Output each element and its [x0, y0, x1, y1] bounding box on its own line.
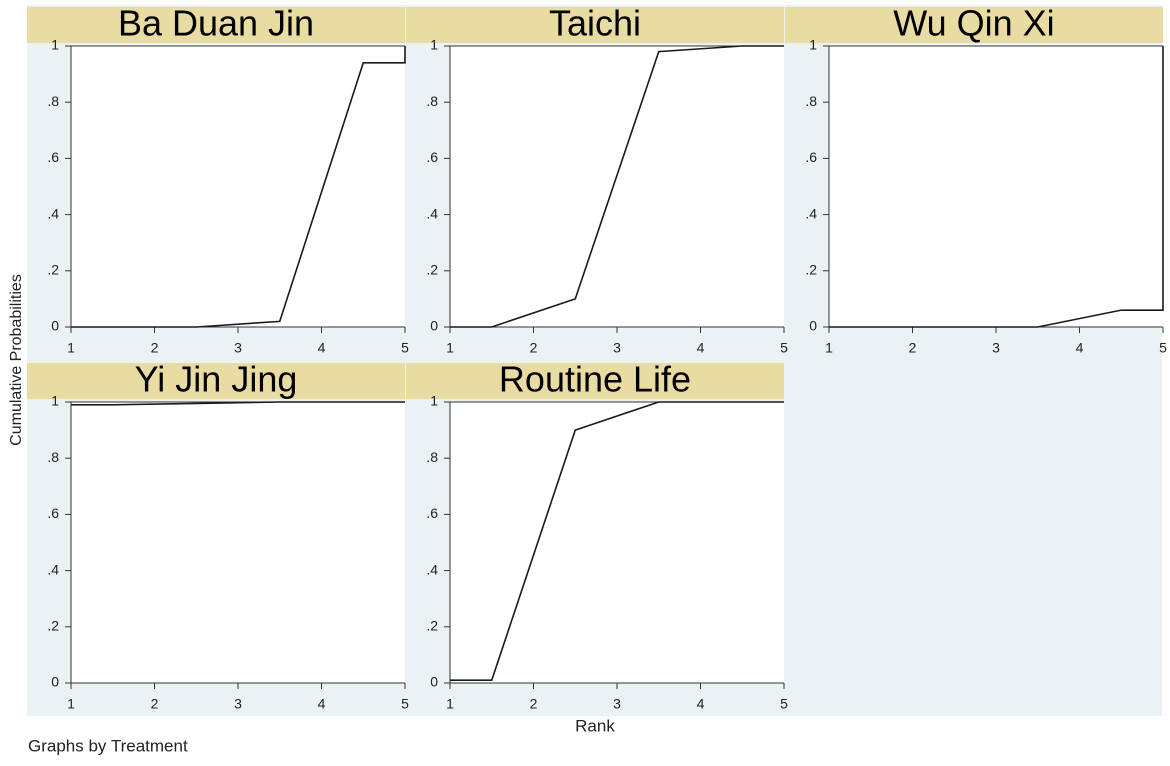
plot-area — [450, 46, 784, 327]
x-tick-label: 2 — [151, 340, 159, 356]
y-axis-label: Cumulative Probabilities — [8, 274, 25, 446]
y-tick-label: 0 — [809, 318, 817, 334]
plot-area — [829, 46, 1163, 327]
y-tick-label: .2 — [47, 262, 59, 278]
x-tick-label: 3 — [234, 340, 242, 356]
y-tick-label: .8 — [805, 93, 817, 109]
x-tick-label: 4 — [1076, 340, 1084, 356]
line — [71, 401, 405, 406]
x-tick-label: 2 — [909, 340, 917, 356]
x-tick-label: 2 — [530, 340, 538, 356]
y-tick-label: .8 — [47, 93, 59, 109]
y-tick-label: .6 — [426, 505, 438, 521]
plot-area — [71, 46, 405, 327]
y-tick-label: 0 — [430, 674, 438, 690]
panel-title: Yi Jin Jing — [135, 359, 298, 400]
y-tick-label: .4 — [426, 561, 438, 577]
x-tick-label: 3 — [613, 340, 621, 356]
x-tick-label: 5 — [780, 340, 788, 356]
plot-area — [450, 402, 784, 683]
x-tick-label: 3 — [992, 340, 1000, 356]
x-tick-label: 1 — [446, 696, 454, 712]
y-tick-label: 1 — [430, 393, 438, 409]
y-tick-label: .4 — [47, 561, 59, 577]
x-tick-label: 4 — [318, 696, 326, 712]
x-tick-label: 2 — [151, 696, 159, 712]
note: Graphs by Treatment — [28, 736, 188, 755]
y-tick-label: .6 — [47, 505, 59, 521]
x-tick-label: 3 — [613, 696, 621, 712]
x-tick-label: 1 — [67, 340, 75, 356]
x-tick-label: 2 — [530, 696, 538, 712]
y-tick-label: 0 — [51, 318, 59, 334]
y-tick-label: 1 — [51, 393, 59, 409]
y-tick-label: 1 — [430, 37, 438, 53]
x-tick-label: 3 — [234, 696, 242, 712]
panel-title: Ba Duan Jin — [118, 3, 314, 44]
panel-title: Wu Qin Xi — [893, 3, 1054, 44]
y-tick-label: .2 — [47, 618, 59, 634]
title-strip — [27, 363, 405, 399]
y-tick-label: 1 — [809, 37, 817, 53]
title-strip — [785, 7, 1163, 43]
y-tick-label: .4 — [47, 205, 59, 221]
y-tick-label: .8 — [426, 93, 438, 109]
x-tick-label: 4 — [697, 340, 705, 356]
y-tick-label: .2 — [426, 262, 438, 278]
title-strip — [27, 7, 405, 43]
x-tick-label: 5 — [780, 696, 788, 712]
y-tick-label: .8 — [47, 449, 59, 465]
line — [829, 46, 1164, 328]
plot-area — [71, 402, 405, 683]
x-tick-label: 5 — [401, 340, 409, 356]
x-tick-label: 1 — [446, 340, 454, 356]
title-strip — [406, 7, 784, 43]
y-tick-label: 1 — [51, 37, 59, 53]
y-tick-label: .2 — [805, 262, 817, 278]
y-tick-label: .6 — [805, 149, 817, 165]
panel-title: Taichi — [549, 3, 641, 44]
y-tick-label: .6 — [426, 149, 438, 165]
panel-title: Routine Life — [499, 359, 691, 400]
x-tick-label: 5 — [1159, 340, 1167, 356]
y-tick-label: .2 — [426, 618, 438, 634]
x-tick-label: 4 — [318, 340, 326, 356]
x-tick-label: 4 — [697, 696, 705, 712]
y-tick-label: .4 — [805, 205, 817, 221]
y-tick-label: .4 — [426, 205, 438, 221]
line — [450, 45, 784, 328]
line — [71, 46, 406, 328]
x-tick-label: 1 — [825, 340, 833, 356]
x-tick-label: 5 — [401, 696, 409, 712]
x-axis-label: Rank — [575, 716, 615, 735]
y-tick-label: 0 — [51, 674, 59, 690]
y-tick-label: 0 — [430, 318, 438, 334]
y-tick-label: .8 — [426, 449, 438, 465]
y-tick-label: .6 — [47, 149, 59, 165]
line — [450, 401, 784, 681]
title-strip — [406, 363, 784, 399]
x-tick-label: 1 — [67, 696, 75, 712]
